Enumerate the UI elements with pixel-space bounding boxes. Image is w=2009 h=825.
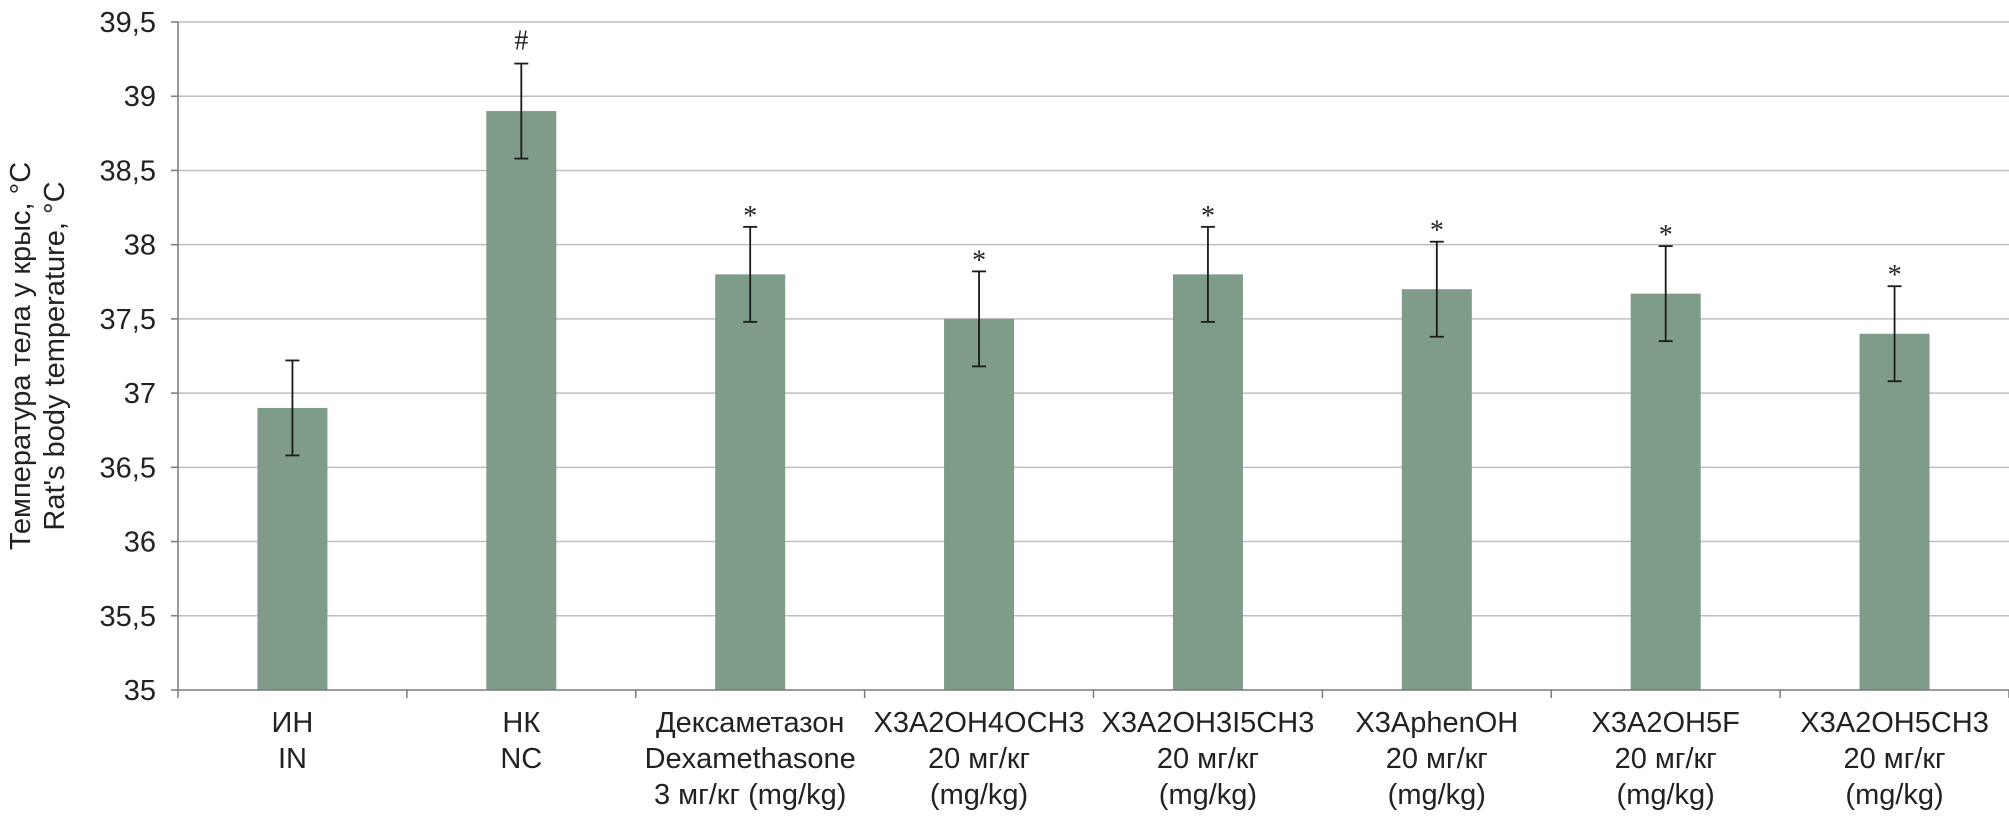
error-bar bbox=[972, 270, 987, 368]
y-tick-label: 38 bbox=[124, 230, 156, 262]
y-axis-title-line: Температура тела у крыс, °C bbox=[5, 162, 37, 550]
significance-mark: * bbox=[1659, 220, 1673, 251]
bar bbox=[1630, 293, 1701, 690]
y-tick-label: 37,5 bbox=[100, 304, 156, 336]
y-tick-label: 38,5 bbox=[100, 155, 156, 187]
significance-mark: * bbox=[1430, 216, 1444, 247]
category-label: 20 мг/кг bbox=[1386, 743, 1488, 775]
category-label: 20 мг/кг bbox=[1615, 743, 1717, 775]
category-label: (mg/kg) bbox=[1845, 779, 1943, 811]
category-label: Х3А2ОН5F bbox=[1592, 707, 1740, 739]
category-label: Дексаметазон bbox=[656, 707, 844, 739]
category-label: NC bbox=[500, 743, 542, 775]
bar bbox=[1401, 289, 1472, 690]
y-axis-ticks: 35 35,5 36 36,5 37 37,5 38 38,5 39 39,5 bbox=[100, 7, 178, 707]
y-axis-title-line: Rat's body temperature, °C bbox=[39, 181, 71, 530]
grid-lines bbox=[178, 21, 2009, 617]
category-label: НК bbox=[502, 707, 540, 739]
category-label: 20 мг/кг bbox=[1157, 743, 1259, 775]
category-label: (mg/kg) bbox=[1388, 779, 1486, 811]
significance-mark: # bbox=[514, 26, 528, 57]
category-label: ИН bbox=[272, 707, 314, 739]
y-tick-label: 36 bbox=[124, 527, 156, 559]
category-label: (mg/kg) bbox=[1617, 779, 1715, 811]
significance-mark: * bbox=[743, 201, 757, 232]
y-axis-title: Температура тела у крыс, °C Rat's body te… bbox=[5, 162, 71, 550]
y-tick-label: 39,5 bbox=[100, 7, 156, 39]
category-label: Х3А2ОН4ОСН3 bbox=[873, 707, 1084, 739]
axes bbox=[177, 22, 2009, 698]
category-label: 3 мг/кг (mg/kg) bbox=[654, 779, 846, 811]
y-tick-label: 39 bbox=[124, 81, 156, 113]
y-tick-label: 35,5 bbox=[100, 601, 156, 633]
y-tick-label: 37 bbox=[124, 378, 156, 410]
error-bar bbox=[285, 359, 300, 457]
category-label: 20 мг/кг bbox=[928, 743, 1030, 775]
y-tick-label: 36,5 bbox=[100, 452, 156, 484]
significance-marks: # * * * * * * bbox=[514, 26, 1901, 292]
significance-mark: * bbox=[972, 245, 986, 276]
bar bbox=[486, 111, 557, 691]
bar bbox=[1172, 274, 1243, 690]
category-label: (mg/kg) bbox=[930, 779, 1028, 811]
error-bars bbox=[285, 62, 1902, 457]
error-bar bbox=[743, 225, 758, 323]
category-label: Dexamethasone bbox=[645, 743, 856, 775]
significance-mark: * bbox=[1888, 260, 1902, 291]
category-label: 20 мг/кг bbox=[1843, 743, 1945, 775]
category-label: IN bbox=[278, 743, 307, 775]
error-bar bbox=[1658, 245, 1673, 343]
bar bbox=[944, 318, 1015, 690]
y-axis-label: Температура тела у крыс, °C Rat's body te… bbox=[5, 162, 71, 550]
category-label: Х3AphenOH bbox=[1355, 707, 1518, 739]
y-tick-label: 35 bbox=[124, 675, 156, 707]
category-label: Х3А2ОН5СН3 bbox=[1800, 707, 1989, 739]
error-bar bbox=[1429, 240, 1444, 338]
error-bar bbox=[1887, 285, 1902, 383]
bar bbox=[1859, 333, 1930, 690]
category-label: Х3А2ОН3I5СН3 bbox=[1102, 707, 1315, 739]
bar bbox=[715, 274, 786, 690]
error-bar bbox=[514, 62, 529, 160]
significance-mark: * bbox=[1201, 201, 1215, 232]
error-bar bbox=[1200, 225, 1215, 323]
bars bbox=[257, 111, 1930, 691]
category-label: (mg/kg) bbox=[1159, 779, 1257, 811]
x-axis-categories: ИН IN НК NC Дексаметазон Dexamethasone 3 мг/кг… bbox=[272, 707, 1989, 811]
